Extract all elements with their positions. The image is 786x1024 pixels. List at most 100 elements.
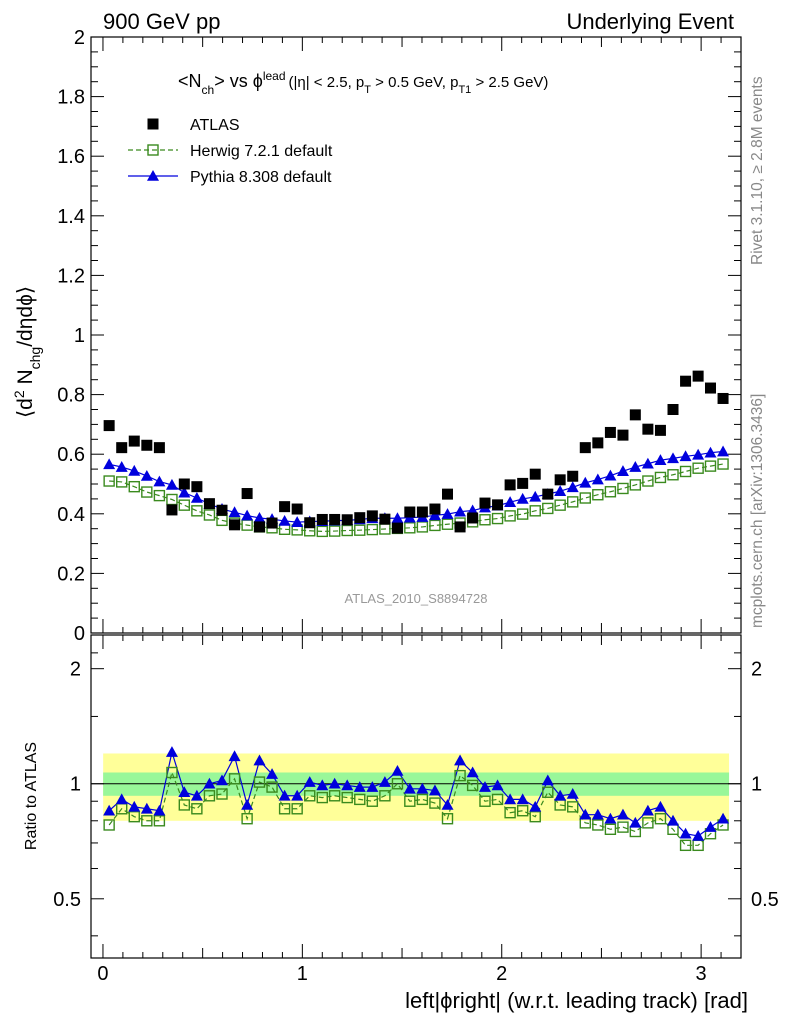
ratio-herwig-point (404, 795, 416, 807)
herwig-point (642, 475, 654, 487)
atlas-point (316, 513, 328, 525)
legend-label: Pythia 8.308 default (190, 169, 332, 186)
analysis-watermark: ATLAS_2010_S8894728 (345, 591, 488, 606)
atlas-point (517, 477, 529, 489)
pythia-point (579, 476, 592, 488)
pythia-point (704, 446, 717, 458)
ratio-pythia-point (416, 782, 429, 794)
ratio-herwig-line (108, 770, 724, 846)
ratio-herwig-point (504, 806, 516, 819)
header-left: 900 GeV pp (103, 9, 220, 34)
ratio-pythia-point (654, 800, 667, 812)
main-plot-frame (90, 36, 742, 634)
ratio-herwig-point (679, 839, 692, 852)
ratio-uncertainty-band (91, 753, 741, 821)
pythia-point (454, 505, 467, 517)
atlas-point (354, 512, 366, 524)
pythia-point (566, 481, 579, 493)
ratio-herwig-point (266, 781, 278, 793)
atlas-point (153, 442, 165, 454)
atlas-point (442, 488, 454, 500)
main-y-tick-label: 0.6 (57, 444, 85, 466)
pythia-point (516, 492, 529, 504)
pythia-point (692, 448, 705, 460)
atlas-point (103, 420, 115, 432)
x-tick-label: 1 (297, 963, 308, 985)
x-tick-label: 3 (696, 963, 707, 985)
header-right: Underlying Event (566, 9, 734, 34)
main-y-axis-label: ⟨d2 Nchg/dηdϕ⟩ (11, 286, 43, 418)
ratio-pythia-point (717, 812, 730, 824)
ratio-pythia-point (353, 781, 366, 792)
atlas-point (629, 409, 641, 421)
legend-label: Herwig 7.2.1 default (190, 143, 333, 160)
ratio-pythia-point (341, 779, 354, 791)
ratio-herwig-point (103, 819, 115, 831)
ratio-pythia-point (303, 776, 316, 787)
atlas-point (529, 468, 541, 480)
pythia-point (178, 486, 191, 498)
ratio-herwig-point (328, 790, 341, 802)
herwig-point (604, 486, 617, 498)
ratio-y-tick-label-left: 2 (70, 659, 81, 681)
ratio-pythia-point (529, 800, 542, 812)
atlas-point (203, 498, 215, 510)
herwig-point (504, 510, 516, 522)
ratio-y-tick-label-right: 0.5 (751, 889, 779, 911)
ratio-pythia-point (403, 782, 416, 794)
herwig-point (441, 518, 454, 530)
herwig-point (592, 489, 604, 501)
main-y-tick-label: 0.4 (57, 504, 85, 526)
main-plot-series (103, 370, 730, 538)
ratio-pythia-point (316, 779, 329, 791)
atlas-point (191, 481, 203, 493)
pythia-point (128, 464, 141, 476)
atlas-point (592, 437, 604, 449)
atlas-point (404, 506, 416, 518)
ratio-pythia-point (454, 754, 467, 766)
herwig-point (704, 460, 717, 472)
ratio-herwig-point (429, 797, 441, 809)
ratio-pythia-point (128, 800, 141, 812)
ratio-herwig-point (178, 799, 191, 811)
ratio-pythia-point (516, 793, 529, 805)
ratio-pythia-point (478, 781, 491, 792)
atlas-point (542, 488, 554, 500)
pythia-point (441, 508, 454, 519)
ratio-herwig-point (617, 821, 629, 833)
atlas-point (241, 488, 253, 500)
herwig-point (491, 512, 504, 525)
ratio-herwig-point (128, 810, 140, 823)
mcplots-label: mcplots.cern.ch [arXiv:1306.3436] (749, 394, 766, 628)
herwig-point (191, 505, 203, 517)
ratio-herwig-point (241, 813, 253, 825)
atlas-point (579, 442, 591, 454)
ratio-y-tick-label-left: 0.5 (53, 889, 81, 911)
pythia-point (654, 454, 667, 465)
ratio-y-tick-label-right: 1 (751, 774, 762, 796)
main-y-tick-label: 0.2 (57, 563, 85, 585)
ratio-pythia-point (692, 829, 705, 841)
ratio-herwig-point (304, 790, 316, 802)
atlas-point (554, 474, 566, 486)
ratio-pythia-point (228, 750, 241, 762)
atlas-point (680, 375, 692, 387)
ratio-herwig-point (341, 791, 353, 804)
atlas-point (429, 503, 441, 515)
ratio-pythia-point (278, 789, 291, 801)
main-y-tick-label: 0.8 (57, 385, 85, 407)
pythia-point (153, 475, 166, 487)
ratio-pythia-point (140, 802, 153, 814)
ratio-herwig-point (166, 766, 178, 779)
legend: ATLAS Herwig 7.2.1 default Pythia 8.308 de… (128, 117, 333, 186)
legend-label: ATLAS (190, 117, 240, 134)
atlas-point (341, 514, 353, 526)
atlas-point (717, 392, 729, 404)
herwig-point (203, 509, 216, 521)
ratio-pythia-point (491, 779, 504, 791)
ratio-herwig-point (416, 793, 429, 806)
ratio-herwig-point (529, 810, 541, 823)
ratio-herwig-point (141, 815, 153, 827)
ratio-herwig-point (629, 825, 642, 838)
atlas-point (604, 426, 616, 438)
